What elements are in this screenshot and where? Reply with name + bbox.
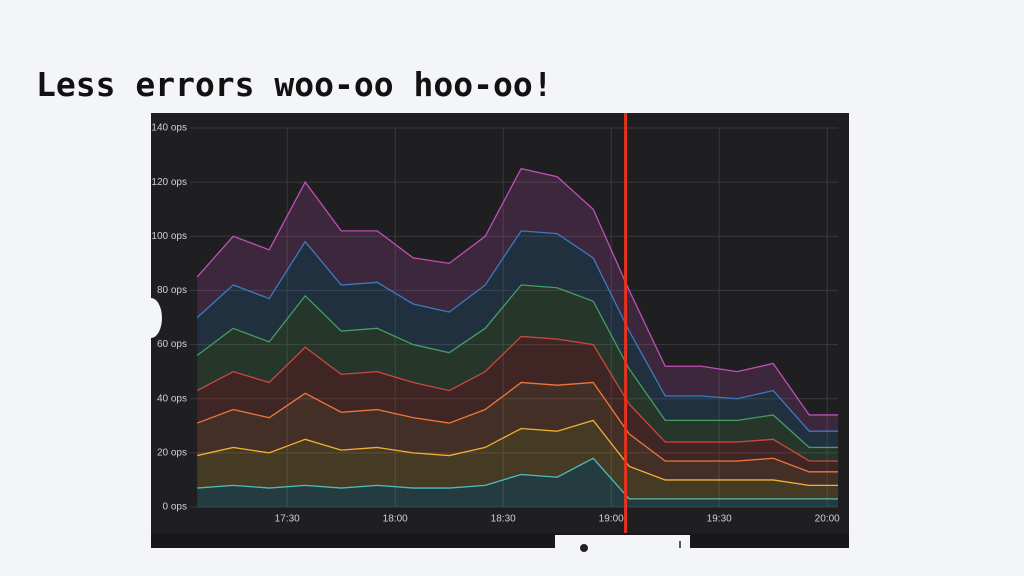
y-tick-label: 60 ops [157, 339, 187, 350]
x-tick-label: 19:00 [599, 514, 624, 525]
y-tick-label: 120 ops [151, 177, 187, 188]
y-tick-label: 140 ops [151, 123, 187, 134]
slider-handle [580, 544, 588, 552]
area [197, 168, 838, 432]
slider-track [555, 535, 690, 548]
series-line [196, 381, 838, 473]
x-tick-label: 18:00 [383, 514, 408, 525]
plot: 0 ops 20 ops 40 ops 60 ops 80 ops 100 ops 120 … [151, 113, 840, 533]
side-handle [151, 298, 162, 338]
series-line [196, 284, 838, 449]
y-tick-label: 20 ops [157, 447, 187, 458]
x-tick-label: 20:00 [815, 514, 840, 525]
series-line [196, 167, 838, 416]
y-tick-label: 80 ops [157, 285, 187, 296]
y-tick-label: 100 ops [151, 231, 187, 242]
slide-title: Less errors woo-oo hoo-oo! [36, 65, 553, 104]
series-line [197, 419, 838, 486]
series-line [196, 230, 838, 432]
y-tick-label: 40 ops [157, 393, 187, 404]
area [197, 336, 838, 472]
series-line [196, 335, 838, 462]
series-line [197, 457, 838, 500]
y-tick-label: 0 ops [163, 502, 187, 513]
x-tick-label: 17:30 [275, 514, 300, 525]
scroll-strip [151, 533, 849, 548]
area [197, 285, 838, 461]
area [197, 382, 838, 486]
area [197, 230, 838, 448]
area [197, 420, 838, 499]
x-tick-label: 18:30 [491, 514, 516, 525]
x-tick-label: 19:30 [707, 514, 732, 525]
chart-panel [151, 113, 849, 548]
area [197, 458, 838, 507]
